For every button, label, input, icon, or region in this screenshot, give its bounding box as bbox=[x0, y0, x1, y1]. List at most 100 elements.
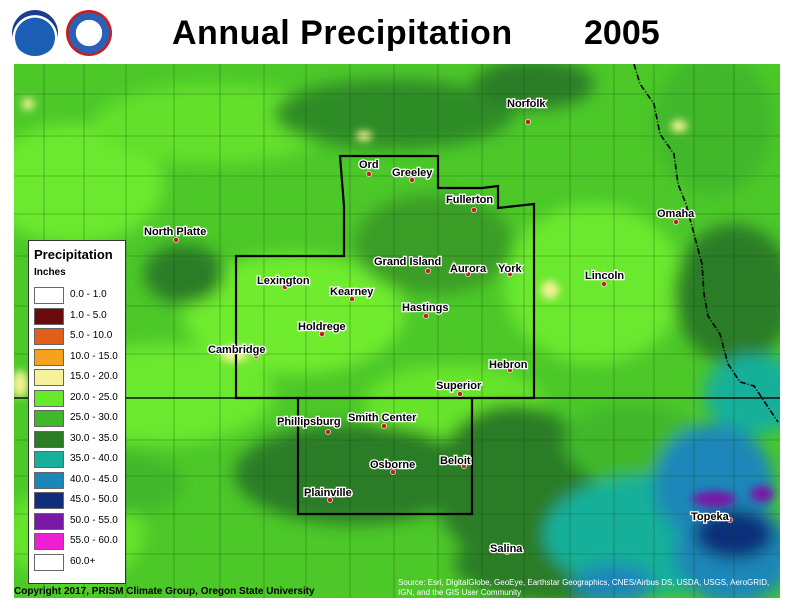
city-marker bbox=[673, 219, 679, 225]
city-label: Smith Center bbox=[348, 412, 417, 424]
city-label: Phillipsburg bbox=[277, 416, 341, 428]
city-marker bbox=[423, 313, 429, 319]
legend-item: 10.0 - 15.0 bbox=[34, 348, 124, 366]
city-label: Osborne bbox=[370, 459, 415, 471]
legend-label: 40.0 - 45.0 bbox=[70, 473, 118, 485]
city-marker bbox=[349, 296, 355, 302]
city-label: Norfolk bbox=[507, 98, 546, 110]
legend-item: 30.0 - 35.0 bbox=[34, 430, 124, 448]
city-marker bbox=[253, 353, 259, 359]
city-marker bbox=[601, 281, 607, 287]
city-marker bbox=[173, 237, 179, 243]
legend-label: 30.0 - 35.0 bbox=[70, 432, 118, 444]
source-attribution: Source: Esri, DigitalGlobe, GeoEye, Eart… bbox=[398, 578, 770, 597]
legend-swatch bbox=[34, 471, 64, 489]
city-marker bbox=[390, 469, 396, 475]
legend-label: 55.0 - 60.0 bbox=[70, 535, 118, 546]
legend-units: Inches bbox=[34, 267, 66, 278]
city-label: Plainville bbox=[304, 487, 352, 499]
city-label: Fullerton bbox=[446, 194, 493, 206]
legend-item: 0.0 - 1.0 bbox=[34, 287, 124, 304]
city-label: Grand Island bbox=[374, 256, 441, 268]
legend: Precipitation Inches 0.0 - 1.0 1.0 - 5.0 5… bbox=[28, 240, 126, 584]
city-label: Salina bbox=[490, 543, 523, 555]
legend-label: 60.0+ bbox=[70, 555, 96, 567]
legend-item: 45.0 - 50.0 bbox=[34, 492, 124, 509]
legend-swatch bbox=[34, 307, 64, 325]
city-marker bbox=[507, 271, 513, 277]
map-title: Annual Precipitation bbox=[172, 14, 513, 52]
city-marker bbox=[325, 429, 331, 435]
legend-swatch bbox=[34, 533, 64, 550]
city-labels: Norfolk Ord Greeley Fullerton Omaha North Pla… bbox=[143, 97, 733, 556]
city-label: York bbox=[498, 263, 523, 275]
legend-label: 50.0 - 55.0 bbox=[70, 514, 118, 526]
city-label: Superior bbox=[436, 380, 482, 392]
city-label: North Platte bbox=[144, 226, 206, 238]
legend-swatch bbox=[34, 410, 64, 427]
city-label: Ord bbox=[359, 159, 379, 171]
legend-item: 35.0 - 40.0 bbox=[34, 451, 124, 468]
legend-swatch bbox=[34, 430, 64, 448]
city-marker bbox=[504, 549, 510, 555]
city-marker bbox=[507, 367, 513, 373]
city-label: Holdrege bbox=[298, 321, 346, 333]
city-marker bbox=[457, 391, 463, 397]
legend-label: 20.0 - 25.0 bbox=[70, 391, 118, 403]
legend-item: 20.0 - 25.0 bbox=[34, 389, 124, 407]
city-label: Topeka bbox=[691, 511, 730, 523]
city-label: Beloit bbox=[440, 455, 471, 467]
city-marker bbox=[366, 171, 372, 177]
city-label: Lexington bbox=[257, 275, 310, 287]
city-label: Lincoln bbox=[585, 270, 624, 282]
legend-swatch bbox=[34, 389, 64, 407]
legend-swatch bbox=[34, 492, 64, 509]
legend-label: 15.0 - 20.0 bbox=[70, 371, 118, 382]
legend-item: 5.0 - 10.0 bbox=[34, 328, 124, 345]
city-marker bbox=[409, 177, 415, 183]
legend-swatch bbox=[34, 512, 64, 530]
legend-swatch bbox=[34, 553, 64, 571]
forecast-area-boundary bbox=[234, 154, 536, 516]
legend-label: 1.0 - 5.0 bbox=[70, 309, 107, 321]
map-year: 2005 bbox=[584, 14, 660, 52]
city-marker bbox=[327, 497, 333, 503]
legend-label: 10.0 - 15.0 bbox=[70, 350, 118, 362]
legend-swatch bbox=[34, 328, 64, 345]
nws-logo-icon bbox=[66, 10, 112, 56]
precipitation-map: Norfolk Ord Greeley Fullerton Omaha North Pla… bbox=[14, 64, 780, 598]
legend-item: 40.0 - 45.0 bbox=[34, 471, 124, 489]
legend-item: 25.0 - 30.0 bbox=[34, 410, 124, 427]
legend-label: 5.0 - 10.0 bbox=[70, 330, 113, 341]
legend-item: 50.0 - 55.0 bbox=[34, 512, 124, 530]
city-marker bbox=[381, 423, 387, 429]
city-label: Kearney bbox=[330, 286, 374, 298]
city-marker bbox=[727, 517, 733, 523]
city-label: Hastings bbox=[402, 302, 448, 314]
legend-label: 25.0 - 30.0 bbox=[70, 412, 118, 423]
legend-swatch bbox=[34, 348, 64, 366]
city-marker bbox=[471, 207, 477, 213]
city-marker bbox=[425, 268, 431, 274]
legend-item: 15.0 - 20.0 bbox=[34, 369, 124, 386]
city-label: Aurora bbox=[450, 263, 487, 275]
city-marker bbox=[525, 119, 531, 125]
legend-item: 60.0+ bbox=[34, 553, 124, 571]
legend-swatch bbox=[34, 369, 64, 386]
copyright-text: Copyright 2017, PRISM Climate Group, Ore… bbox=[14, 586, 315, 597]
city-marker bbox=[282, 284, 288, 290]
legend-label: 45.0 - 50.0 bbox=[70, 494, 118, 505]
city-label: Greeley bbox=[392, 167, 433, 179]
precip-highlights bbox=[14, 98, 774, 507]
map-header: Annual Precipitation 2005 bbox=[0, 0, 792, 64]
legend-title: Precipitation bbox=[34, 247, 113, 262]
city-label: Hebron bbox=[489, 359, 528, 371]
legend-label: 0.0 - 1.0 bbox=[70, 289, 107, 300]
city-marker bbox=[461, 463, 467, 469]
legend-swatch bbox=[34, 287, 64, 304]
legend-item: 55.0 - 60.0 bbox=[34, 533, 124, 550]
noaa-logo-icon bbox=[12, 10, 58, 56]
city-marker bbox=[465, 271, 471, 277]
legend-item: 1.0 - 5.0 bbox=[34, 307, 124, 325]
city-marker bbox=[319, 331, 325, 337]
